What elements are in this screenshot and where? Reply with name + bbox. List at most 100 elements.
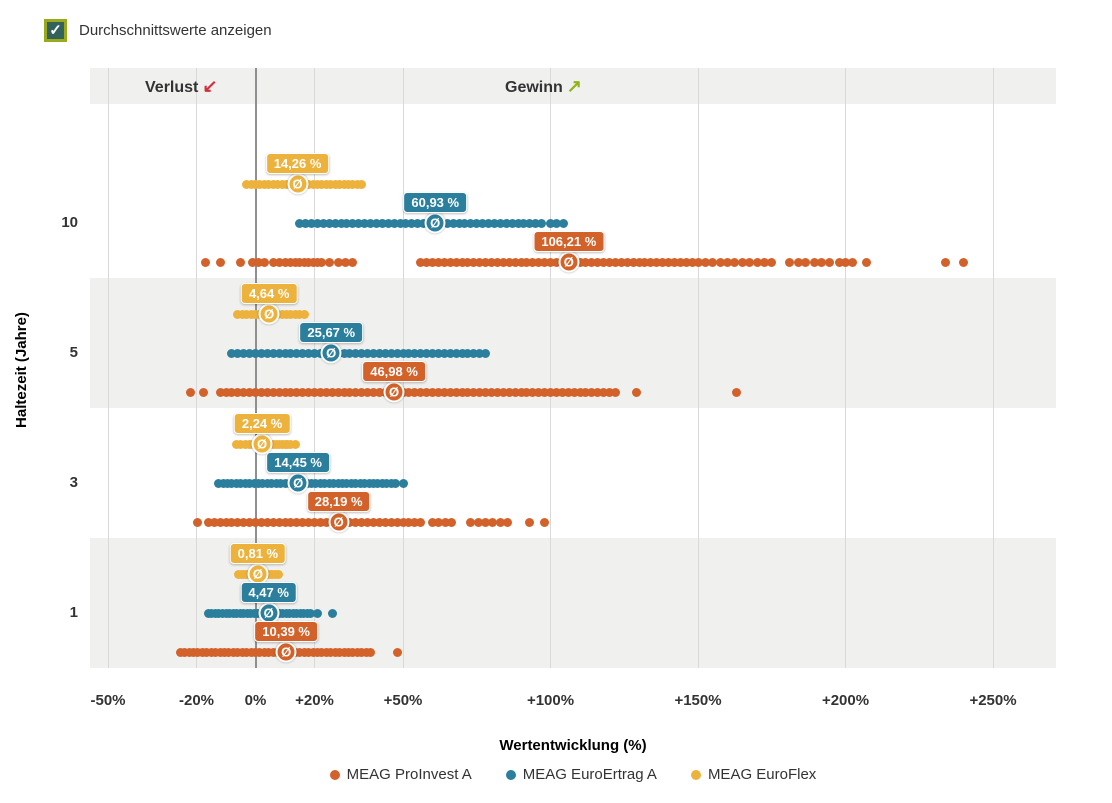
- data-point: [416, 387, 426, 397]
- data-point: [339, 387, 349, 397]
- data-point: [557, 387, 567, 397]
- data-point: [503, 517, 513, 527]
- y-tick-label: 10: [61, 214, 78, 231]
- data-point: [186, 387, 196, 397]
- data-point: [492, 257, 502, 267]
- data-point: [286, 348, 296, 358]
- data-point: [439, 387, 449, 397]
- data-point: [392, 348, 402, 358]
- data-point: [475, 348, 485, 358]
- data-point: [395, 218, 405, 228]
- data-point: [501, 218, 511, 228]
- data-point: [262, 387, 272, 397]
- data-point: [374, 387, 384, 397]
- legend-item[interactable]: MEAG EuroErtrag A: [505, 766, 657, 783]
- data-point: [304, 348, 314, 358]
- average-label: 106,21 %: [533, 231, 605, 252]
- data-point: [463, 387, 473, 397]
- x-tick-label: +200%: [821, 692, 870, 709]
- data-point: [286, 387, 296, 397]
- data-point: [299, 309, 309, 319]
- gain-arrow-icon: ↗: [566, 76, 582, 96]
- data-point: [351, 348, 361, 358]
- data-point: [610, 387, 620, 397]
- data-point: [793, 257, 803, 267]
- data-point: [433, 348, 443, 358]
- data-point: [274, 517, 284, 527]
- data-point: [200, 257, 210, 267]
- data-point: [730, 257, 740, 267]
- data-point: [236, 257, 246, 267]
- data-point: [422, 257, 432, 267]
- data-point: [383, 218, 393, 228]
- data-point: [510, 257, 520, 267]
- legend-label: MEAG ProInvest A: [346, 766, 472, 783]
- data-point: [268, 348, 278, 358]
- data-point: [290, 439, 300, 449]
- data-point: [433, 387, 443, 397]
- controls-row: ✓ Durchschnittswerte anzeigen: [44, 19, 272, 42]
- gridline: [992, 68, 994, 668]
- data-point: [245, 517, 255, 527]
- data-point: [454, 218, 464, 228]
- data-point: [723, 257, 732, 267]
- average-label: 4,64 %: [240, 283, 298, 304]
- data-point: [784, 257, 794, 267]
- data-point: [239, 387, 249, 397]
- data-point: [569, 387, 579, 397]
- data-point: [280, 517, 290, 527]
- data-point: [428, 348, 437, 358]
- legend-item[interactable]: MEAG EuroFlex: [690, 766, 816, 783]
- data-point: [664, 257, 673, 267]
- average-label: 60,93 %: [403, 192, 468, 213]
- data-point: [731, 387, 741, 397]
- data-point: [575, 387, 585, 397]
- data-point: [363, 348, 373, 358]
- data-point: [398, 348, 408, 358]
- data-point: [422, 348, 432, 358]
- data-point: [528, 387, 538, 397]
- data-point: [687, 257, 697, 267]
- data-point: [605, 257, 614, 267]
- data-point: [681, 257, 691, 267]
- data-point: [369, 517, 378, 527]
- legend-swatch-icon: [329, 769, 340, 780]
- data-point: [369, 348, 378, 358]
- data-point: [221, 517, 231, 527]
- data-point: [327, 387, 337, 397]
- data-point: [658, 257, 668, 267]
- data-point: [531, 218, 541, 228]
- data-point: [473, 517, 483, 527]
- data-point: [321, 387, 331, 397]
- data-point: [416, 348, 426, 358]
- data-point: [519, 218, 529, 228]
- data-point: [481, 517, 491, 527]
- data-point: [428, 257, 437, 267]
- data-point: [469, 257, 479, 267]
- average-marker: Ø: [328, 511, 350, 533]
- data-point: [292, 517, 302, 527]
- data-point: [599, 257, 609, 267]
- x-tick-label: 0%: [244, 692, 267, 709]
- data-point: [759, 257, 769, 267]
- data-point: [546, 257, 555, 267]
- data-point: [351, 517, 361, 527]
- legend-item[interactable]: MEAG ProInvest A: [329, 766, 472, 783]
- data-point: [457, 257, 467, 267]
- data-point: [495, 517, 505, 527]
- data-point: [374, 348, 384, 358]
- data-point: [317, 257, 327, 267]
- data-point: [312, 218, 322, 228]
- data-point: [546, 387, 555, 397]
- data-point: [342, 218, 352, 228]
- data-point: [245, 387, 255, 397]
- data-point: [516, 257, 526, 267]
- durchschnittswerte-checkbox[interactable]: ✓: [44, 19, 67, 42]
- gridline: [550, 68, 551, 668]
- data-point: [256, 348, 266, 358]
- data-point: [708, 257, 718, 267]
- data-point: [386, 517, 396, 527]
- data-point: [404, 348, 414, 358]
- gridline: [107, 68, 109, 668]
